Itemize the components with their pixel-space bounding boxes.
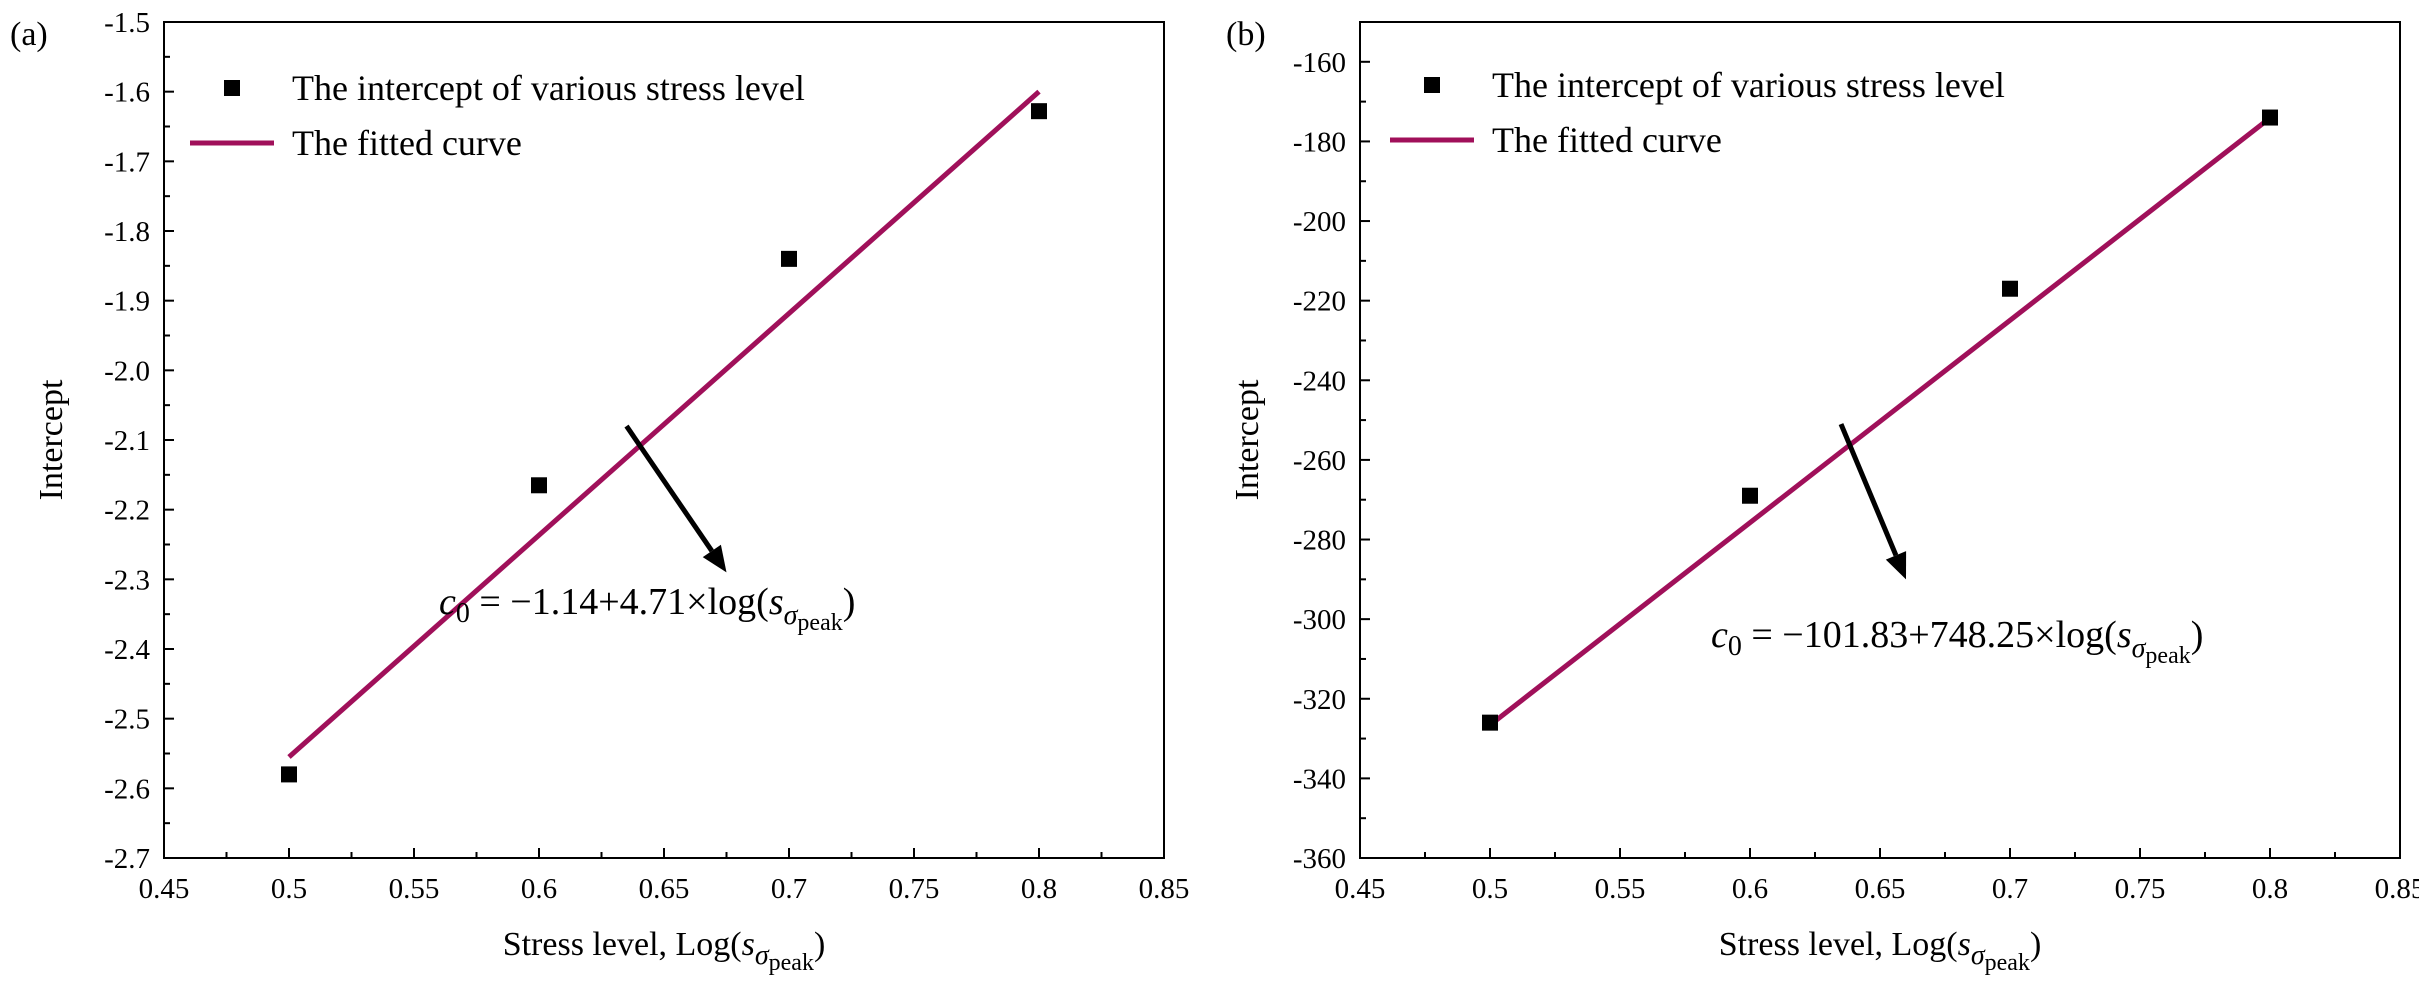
y-tick-label: -340 [1293, 763, 1346, 795]
y-tick-label: -2.4 [104, 634, 150, 666]
legend-label-line: The fitted curve [1492, 120, 1722, 160]
x-label-peak: peak [769, 950, 814, 976]
y-tick-label: -1.5 [104, 7, 150, 39]
x-tick-label: 0.85 [2375, 873, 2419, 905]
y-tick-label: -180 [1293, 126, 1346, 158]
x-tick-label: 0.5 [1472, 873, 1508, 905]
y-axis-label: Intercept [33, 379, 70, 500]
x-tick-label: 0.8 [1021, 873, 1057, 905]
x-tick-label: 0.75 [2115, 873, 2166, 905]
equation-peak: peak [2145, 643, 2190, 669]
data-point-marker [1482, 714, 1498, 731]
equation-peak: peak [797, 610, 842, 636]
data-point-marker [1742, 487, 1758, 504]
y-tick-label: -300 [1293, 604, 1346, 636]
y-tick-label: -220 [1293, 286, 1346, 318]
data-point-marker [1031, 103, 1047, 120]
equation-body: = −1.14+4.71×log( [470, 581, 769, 623]
x-tick-label: 0.5 [271, 873, 307, 905]
x-label-suffix: ) [2030, 926, 2041, 963]
x-tick-label: 0.6 [1732, 873, 1768, 905]
fit-equation: c0 = −101.83+748.25×log(sσpeak) [1711, 614, 2203, 669]
y-axis-label: Intercept [1229, 379, 1266, 500]
chart-panel-a: 0.45 0.5 0.55 0.6 0.65 0.7 0.75 0.8 0.85 -1.5 -1.6… [10, 7, 1189, 976]
x-tick-label: 0.8 [2252, 873, 2288, 905]
equation-sigma: σ [784, 600, 799, 631]
y-tick-label: -2.0 [104, 355, 150, 387]
equation-close: ) [843, 581, 856, 623]
x-label-sigma: σ [755, 940, 770, 971]
data-point-marker [281, 766, 297, 783]
y-tick-label: -200 [1293, 206, 1346, 238]
x-tick-label: 0.85 [1139, 873, 1190, 905]
y-tick-label: -2.1 [104, 425, 150, 457]
y-tick-label: -160 [1293, 47, 1346, 79]
equation-subscript-0: 0 [456, 598, 470, 629]
y-tick-label: -2.5 [104, 704, 150, 736]
y-tick-label: -360 [1293, 843, 1346, 875]
equation-s: s [2117, 614, 2132, 656]
annotation-arrow-shaft [1838, 423, 1899, 557]
panel-label: (b) [1226, 16, 1266, 53]
y-tick-label: -2.6 [104, 773, 150, 805]
x-label-s: s [742, 926, 755, 963]
fit-equation: c0 = −1.14+4.71×log(sσpeak) [439, 581, 855, 636]
y-tick-label: -1.7 [104, 146, 150, 178]
equation-c: c [1711, 614, 1728, 656]
x-tick-label: 0.7 [1992, 873, 2028, 905]
x-tick-label: 0.65 [639, 873, 690, 905]
equation-c: c [439, 581, 456, 623]
equation-subscript-0: 0 [1728, 631, 1742, 662]
y-tick-label: -280 [1293, 525, 1346, 557]
legend-label-markers: The intercept of various stress level [1492, 65, 2005, 105]
x-tick-label: 0.45 [139, 873, 190, 905]
equation-s: s [769, 581, 784, 623]
equation-close: ) [2191, 614, 2204, 656]
x-tick-label: 0.7 [771, 873, 807, 905]
x-axis-label: Stress level, Log(sσpeak) [1719, 926, 2042, 976]
annotation-arrow-head [702, 544, 727, 573]
annotation-arrow-shaft [624, 424, 714, 553]
y-tick-label: -260 [1293, 445, 1346, 477]
x-label-prefix: Stress level, Log( [503, 926, 742, 963]
fitted-curve-line [1488, 115, 2272, 728]
data-point-marker [2262, 109, 2278, 126]
data-point-marker [531, 477, 547, 494]
x-tick-label: 0.6 [521, 873, 557, 905]
legend-marker-symbol [1424, 77, 1440, 93]
y-tick-label: -1.9 [104, 286, 150, 318]
x-tick-label: 0.75 [889, 873, 940, 905]
y-tick-label: -2.3 [104, 564, 150, 596]
y-tick-label: -320 [1293, 684, 1346, 716]
x-axis-label: Stress level, Log(sσpeak) [503, 926, 826, 976]
legend-label-markers: The intercept of various stress level [292, 68, 805, 108]
x-tick-label: 0.45 [1335, 873, 1386, 905]
x-tick-label: 0.65 [1855, 873, 1906, 905]
y-tick-label: -1.6 [104, 77, 150, 109]
legend-label-line: The fitted curve [292, 123, 522, 163]
x-label-sigma: σ [1971, 940, 1986, 971]
x-label-peak: peak [1985, 950, 2030, 976]
x-tick-label: 0.55 [1595, 873, 1646, 905]
y-tick-label: -2.2 [104, 495, 150, 527]
y-tick-label: -240 [1293, 365, 1346, 397]
panel-label: (a) [10, 16, 48, 53]
x-tick-label: 0.55 [389, 873, 440, 905]
x-label-s: s [1958, 926, 1971, 963]
y-tick-label: -1.8 [104, 216, 150, 248]
chart-panel-b: 0.45 0.5 0.55 0.6 0.65 0.7 0.75 0.8 0.85 -160 -180… [1226, 16, 2419, 976]
fitted-curve-line [287, 89, 1041, 759]
equation-body: = −101.83+748.25×log( [1742, 614, 2117, 656]
y-tick-label: -2.7 [104, 843, 150, 875]
x-label-suffix: ) [814, 926, 825, 963]
data-point-marker [2002, 280, 2018, 297]
data-point-marker [781, 250, 797, 267]
legend-marker-symbol [224, 80, 240, 96]
x-label-prefix: Stress level, Log( [1719, 926, 1958, 963]
annotation-arrow-head [1885, 551, 1907, 580]
equation-sigma: σ [2132, 633, 2147, 664]
